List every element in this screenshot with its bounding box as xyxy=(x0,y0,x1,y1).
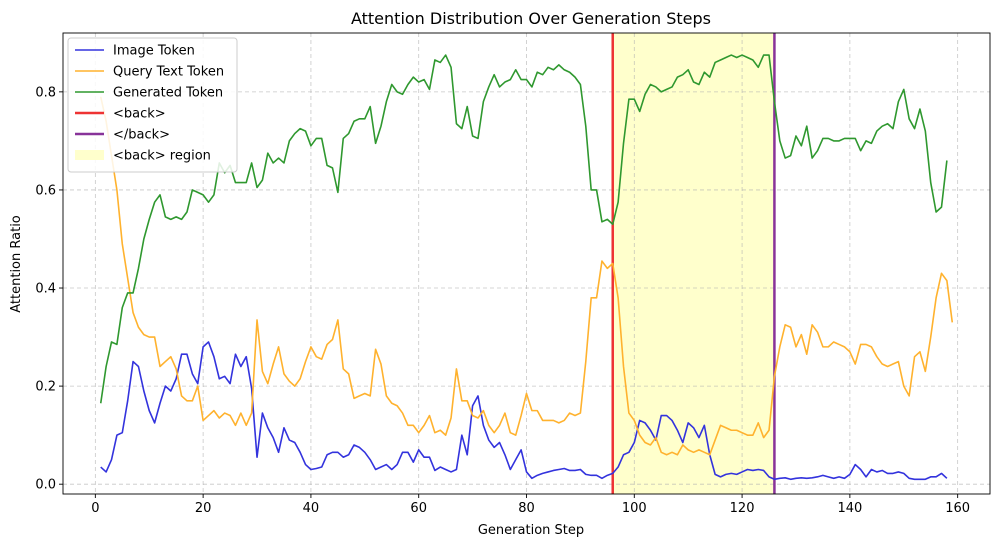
y-tick-label: 0.8 xyxy=(35,85,56,100)
back-region xyxy=(612,33,775,494)
y-axis-label: Attention Ratio xyxy=(9,215,24,313)
legend-label: </back> xyxy=(113,128,170,143)
legend-swatch xyxy=(75,150,104,160)
x-tick-label: 100 xyxy=(622,501,647,516)
legend-label: <back> region xyxy=(113,149,211,164)
x-axis-ticks: 0 20 40 60 80 100 120 140 160 xyxy=(91,494,970,516)
legend-label: Generated Token xyxy=(113,86,223,101)
legend-label: Query Text Token xyxy=(113,65,224,80)
x-tick-label: 20 xyxy=(195,501,212,516)
x-tick-label: 80 xyxy=(518,501,535,516)
legend: Image Token Query Text Token Generated Tok… xyxy=(67,37,238,173)
series-line-query-text-token xyxy=(99,96,954,456)
chart-title: Attention Distribution Over Generation S… xyxy=(351,9,711,28)
series-line-image-token xyxy=(100,341,948,481)
series-line-generated-token xyxy=(99,54,948,404)
legend-label: Image Token xyxy=(113,44,195,59)
y-tick-label: 0.6 xyxy=(35,183,56,198)
back-region-shade xyxy=(612,33,775,494)
x-tick-label: 0 xyxy=(91,501,99,516)
y-tick-label: 0.2 xyxy=(35,380,56,395)
y-tick-label: 0.0 xyxy=(35,478,56,493)
x-tick-label: 60 xyxy=(410,501,427,516)
legend-label: <back> xyxy=(113,107,166,122)
x-tick-label: 120 xyxy=(730,501,755,516)
y-tick-label: 0.4 xyxy=(35,282,56,297)
legend-box xyxy=(67,37,238,173)
y-axis-ticks: 0.0 0.2 0.4 0.6 0.8 xyxy=(35,85,63,493)
x-tick-label: 140 xyxy=(837,501,862,516)
x-axis-label: Generation Step xyxy=(478,523,584,538)
x-tick-label: 160 xyxy=(945,501,970,516)
x-tick-label: 40 xyxy=(303,501,320,516)
series-lines xyxy=(99,54,954,481)
